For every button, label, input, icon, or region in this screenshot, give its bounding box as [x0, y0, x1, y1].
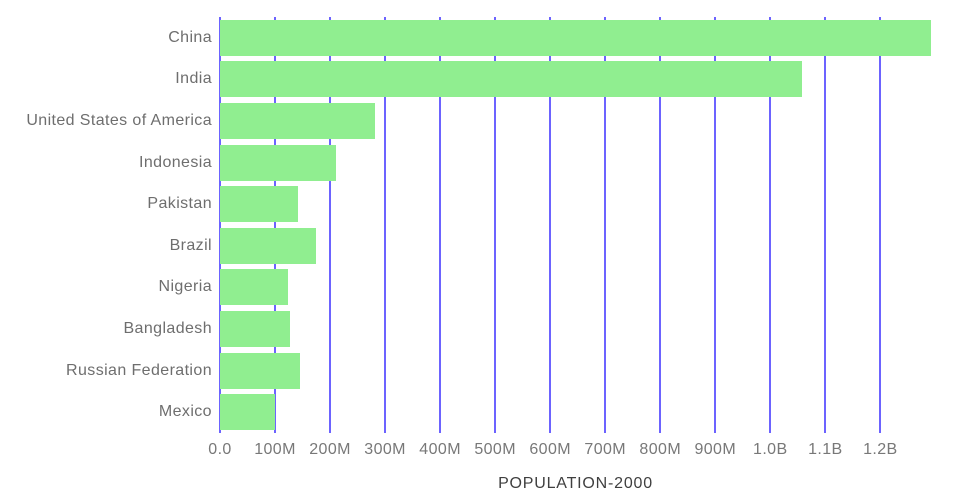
x-tick-label: 800M	[639, 441, 682, 458]
x-tick-label: 200M	[309, 441, 351, 458]
x-axis-ticks: 0.0 100M 200M 300M 400M 500M 600M 700M 800M 900M 1…	[208, 17, 931, 458]
category-label: Russian Federation	[66, 361, 212, 379]
bar-row: Nigeria	[159, 269, 931, 306]
category-label: Mexico	[158, 403, 212, 421]
x-tick-label: 300M	[364, 441, 406, 458]
bar-row: Pakistan	[147, 186, 931, 223]
x-tick-label: 400M	[419, 441, 461, 458]
x-tick-label: 600M	[529, 441, 571, 458]
gridline	[329, 17, 332, 433]
gridline	[384, 17, 387, 433]
x-tick-label: 100M	[254, 441, 296, 458]
gridline	[219, 17, 221, 433]
x-tick-label: 500M	[474, 441, 516, 458]
bar[interactable]	[220, 394, 276, 431]
gridline	[879, 17, 882, 433]
bar-row: Brazil	[170, 227, 931, 264]
bar-row: Russian Federation	[66, 352, 931, 389]
bar-row: United States of America	[26, 103, 931, 139]
x-tick-label: 1.0B	[753, 441, 788, 458]
category-label: Indonesia	[139, 153, 212, 171]
bar-row: India	[175, 61, 931, 98]
bar-row: China	[168, 19, 931, 56]
x-tick-label: 900M	[694, 441, 737, 458]
x-axis-label: POPULATION-2000	[498, 475, 653, 492]
bar[interactable]	[220, 144, 337, 181]
gridline	[439, 17, 442, 433]
category-label: Brazil	[169, 236, 212, 254]
category-label: Bangladesh	[123, 320, 212, 337]
bar-row: Bangladesh	[123, 311, 931, 347]
bar[interactable]	[220, 186, 298, 223]
gridline	[494, 17, 497, 433]
bar-row: Indonesia	[139, 144, 931, 181]
bar[interactable]	[220, 269, 288, 306]
category-label: Nigeria	[158, 278, 212, 296]
category-label: Pakistan	[147, 195, 212, 213]
bar[interactable]	[220, 311, 290, 347]
gridline	[604, 17, 607, 433]
plot-area: China India United States of America Indone…	[26, 17, 931, 492]
bar[interactable]	[220, 352, 301, 389]
gridline	[659, 17, 662, 433]
x-tick-label: 0.0	[208, 441, 232, 458]
category-label: China	[168, 28, 212, 46]
gridline	[549, 17, 552, 433]
bar[interactable]	[220, 103, 376, 139]
gridline	[769, 17, 772, 433]
x-tick-label: 1.1B	[808, 441, 843, 458]
bar[interactable]	[220, 227, 317, 264]
x-tick-label: 1.2B	[863, 441, 898, 458]
bar[interactable]	[220, 19, 931, 56]
bar-row: Mexico	[159, 394, 931, 431]
bar-rows: China India United States of America Indone…	[26, 17, 931, 433]
category-label: India	[175, 70, 212, 88]
x-tick-label: 700M	[584, 441, 627, 458]
gridline	[824, 17, 827, 433]
category-label: United States of America	[26, 112, 212, 129]
bar[interactable]	[220, 61, 802, 98]
gridlines	[219, 17, 931, 433]
gridline	[714, 17, 717, 433]
gridline	[274, 17, 277, 433]
